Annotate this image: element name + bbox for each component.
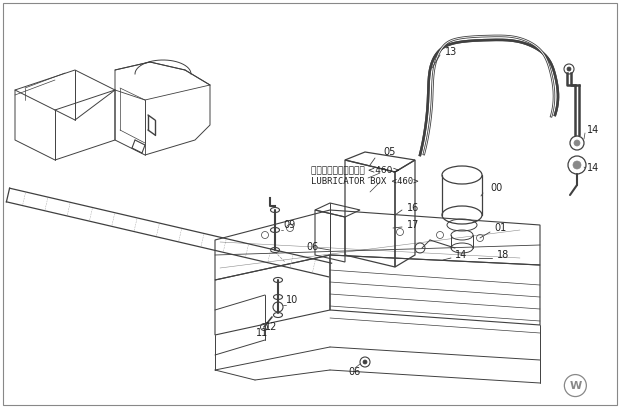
Text: 13: 13 bbox=[445, 47, 458, 57]
Text: 00: 00 bbox=[490, 183, 502, 193]
Text: 14: 14 bbox=[587, 125, 600, 135]
Text: 06: 06 bbox=[348, 367, 360, 377]
Circle shape bbox=[574, 140, 580, 146]
Text: LUBRICATOR BOX <460>: LUBRICATOR BOX <460> bbox=[311, 177, 418, 186]
Text: 01: 01 bbox=[494, 223, 507, 233]
Text: 17: 17 bbox=[407, 220, 419, 230]
Text: 11: 11 bbox=[256, 328, 268, 338]
Text: 06: 06 bbox=[306, 242, 318, 252]
Text: 12: 12 bbox=[265, 322, 277, 332]
FancyBboxPatch shape bbox=[3, 3, 617, 405]
Text: W: W bbox=[569, 381, 582, 390]
Circle shape bbox=[567, 67, 571, 71]
Circle shape bbox=[573, 161, 581, 169]
Text: 16: 16 bbox=[407, 203, 419, 213]
Text: 14: 14 bbox=[587, 163, 600, 173]
Text: 14: 14 bbox=[455, 250, 467, 260]
Text: 05: 05 bbox=[383, 147, 396, 157]
Text: 09: 09 bbox=[283, 220, 295, 230]
Text: リブリケータボックス <460>: リブリケータボックス <460> bbox=[311, 166, 400, 175]
Text: 18: 18 bbox=[497, 250, 509, 260]
Circle shape bbox=[363, 360, 367, 364]
Text: 10: 10 bbox=[286, 295, 298, 305]
